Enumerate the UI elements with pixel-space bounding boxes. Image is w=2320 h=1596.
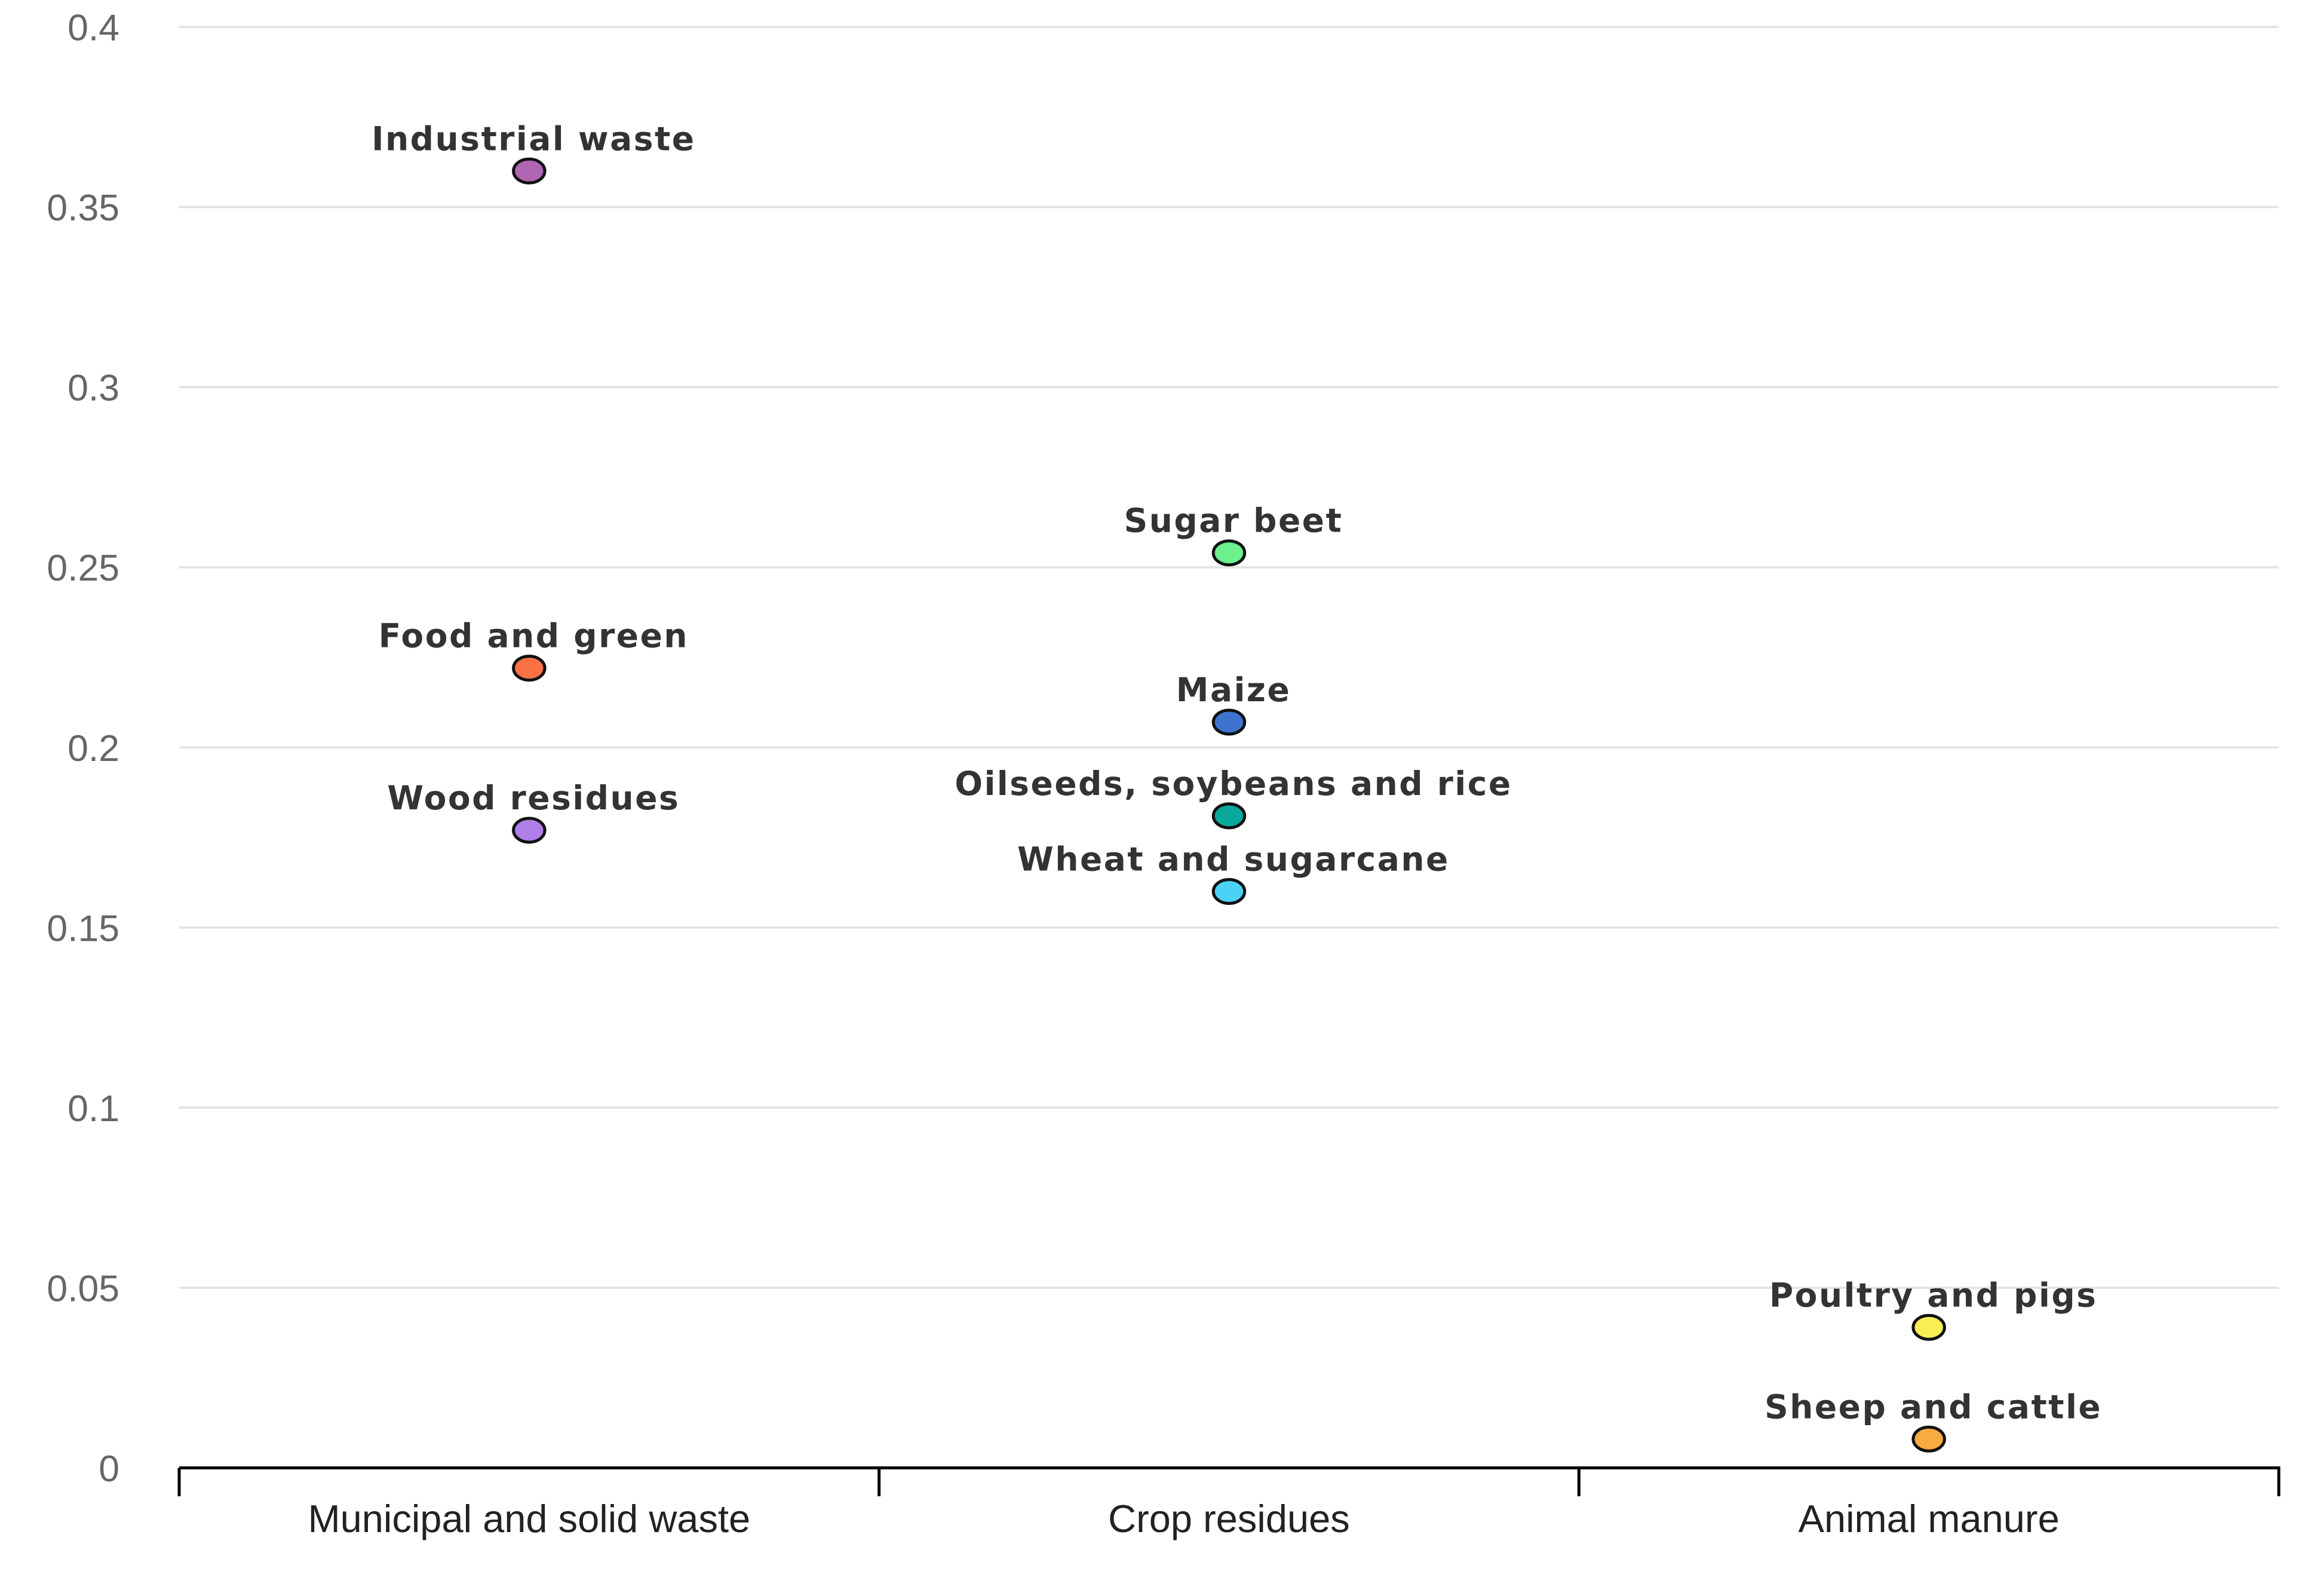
point-label: Sugar beet: [1124, 502, 1343, 540]
y-tick-label: 0.3: [67, 367, 119, 409]
point-marker: [1211, 802, 1247, 830]
y-tick-label: 0.2: [67, 728, 119, 769]
y-axis-ticks: 0 0.05 0.1 0.15 0.2 0.25 0.3 0.35 0.4: [47, 7, 119, 1490]
point-label: Wood residues: [387, 779, 680, 817]
x-tick-label: Animal manure: [1799, 1497, 2060, 1540]
data-point: Wood residues: [387, 779, 680, 844]
data-points: Industrial waste Food and green Wood resid…: [372, 119, 2102, 1453]
data-point: Poultry and pigs: [1769, 1276, 2098, 1341]
x-axis: Municipal and solid waste Crop residues An…: [177, 1466, 2281, 1540]
y-tick-label: 0.25: [47, 547, 119, 589]
point-marker: [1911, 1425, 1946, 1453]
x-tick-label: Municipal and solid waste: [308, 1497, 750, 1540]
point-marker: [512, 655, 547, 682]
y-tick-label: 0: [99, 1448, 119, 1490]
data-point: Sheep and cattle: [1764, 1388, 2102, 1453]
x-tick-label: Crop residues: [1108, 1497, 1350, 1540]
data-point: Sugar beet: [1124, 502, 1343, 567]
point-label: Poultry and pigs: [1769, 1276, 2098, 1314]
point-marker: [1211, 539, 1247, 567]
point-label: Industrial waste: [372, 119, 696, 158]
data-point: Food and green: [379, 617, 689, 682]
data-point: Industrial waste: [372, 119, 696, 185]
point-marker: [512, 817, 547, 844]
point-marker: [1211, 708, 1247, 736]
point-marker: [512, 157, 547, 185]
y-tick-label: 0.35: [47, 187, 119, 229]
data-point: Oilseeds, soybeans and rice: [955, 765, 1512, 830]
point-label: Food and green: [379, 617, 689, 655]
point-label: Maize: [1176, 671, 1291, 709]
point-label: Sheep and cattle: [1764, 1388, 2102, 1426]
data-point: Maize: [1176, 671, 1291, 736]
y-tick-label: 0.15: [47, 907, 119, 949]
point-label: Oilseeds, soybeans and rice: [955, 765, 1512, 803]
point-marker: [1911, 1313, 1946, 1341]
point-label: Wheat and sugarcane: [1017, 840, 1450, 879]
y-tick-label: 0.4: [67, 7, 119, 48]
y-tick-label: 0.05: [47, 1267, 119, 1309]
data-point: Wheat and sugarcane: [1017, 840, 1450, 905]
y-tick-label: 0.1: [67, 1088, 119, 1130]
point-marker: [1211, 877, 1247, 905]
gridlines: [179, 26, 2279, 1289]
